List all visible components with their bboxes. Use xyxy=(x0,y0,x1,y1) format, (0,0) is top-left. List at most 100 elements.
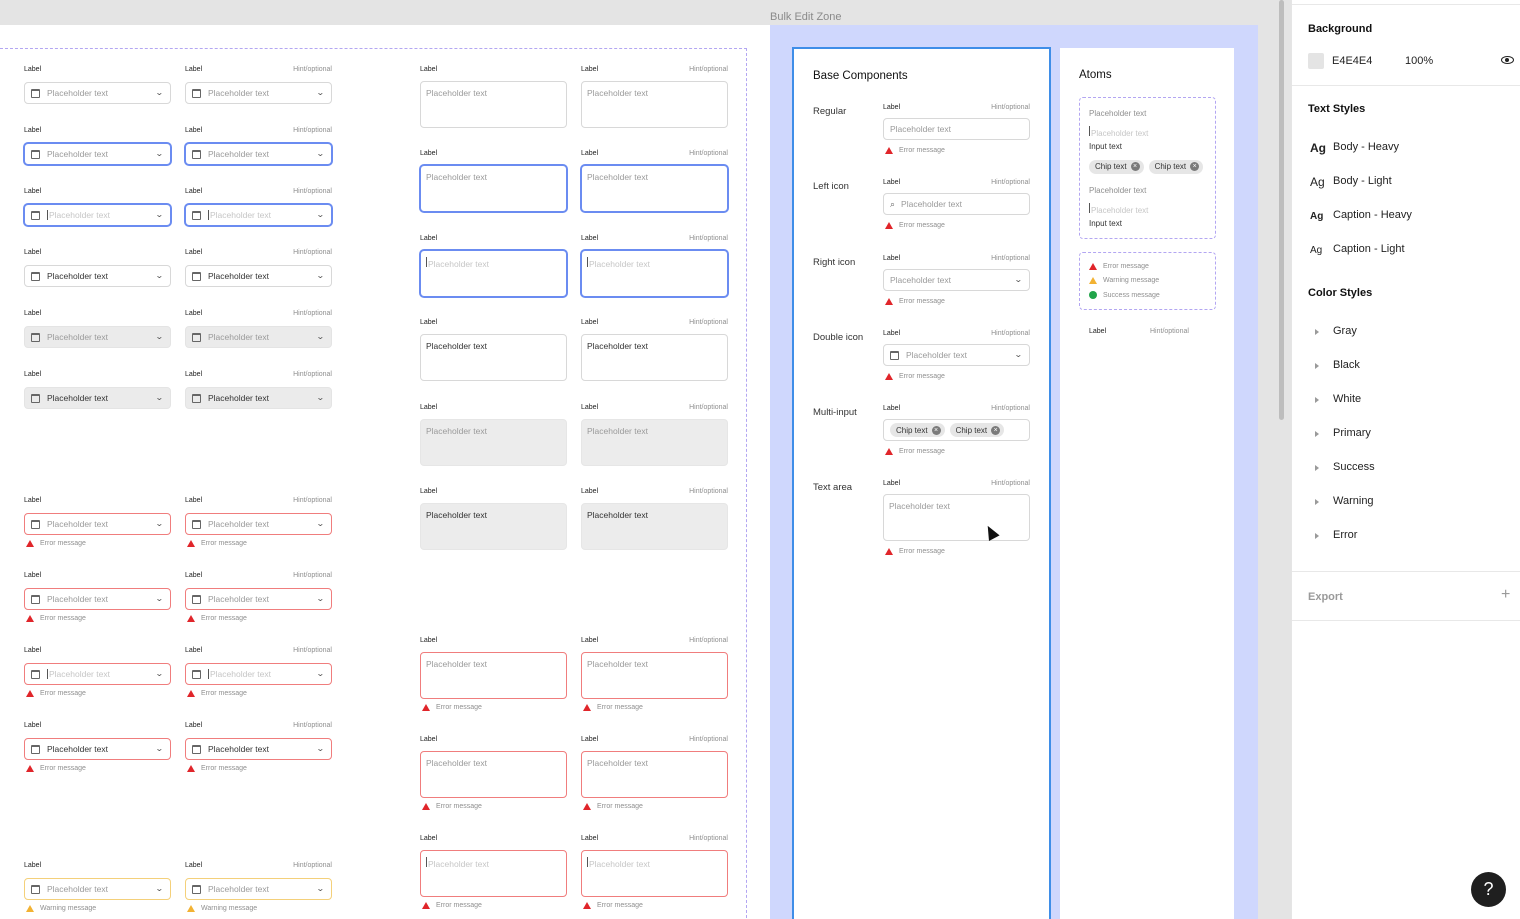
text-area[interactable]: Placeholder text xyxy=(581,250,728,297)
date-dropdown[interactable]: Placeholder text ⌄ xyxy=(24,663,171,685)
text-area[interactable]: Placeholder text xyxy=(420,250,567,297)
text-area[interactable]: Placeholder text xyxy=(581,165,728,212)
text-area[interactable]: Placeholder text xyxy=(420,165,567,212)
text-style-item[interactable]: Caption - Heavy xyxy=(1333,209,1412,221)
design-canvas[interactable]: Bulk Edit Zone Label Placeholder text ⌄ Lab… xyxy=(0,0,1290,919)
date-dropdown[interactable]: Placeholder text ⌄ xyxy=(24,513,171,535)
placeholder-text: Placeholder text xyxy=(208,594,269,604)
color-style-item[interactable]: White xyxy=(1333,393,1362,405)
text-style-item[interactable]: Body - Light xyxy=(1333,175,1392,187)
date-dropdown[interactable]: Placeholder text ⌄ xyxy=(185,878,332,900)
field-label: Label xyxy=(185,188,203,195)
date-dropdown[interactable]: Placeholder text ⌄ xyxy=(24,82,171,104)
field-label: Label xyxy=(24,371,42,378)
color-style-item[interactable]: Primary xyxy=(1333,427,1371,439)
background-opacity[interactable]: 100% xyxy=(1405,55,1434,67)
error-message: Error message xyxy=(26,540,86,547)
date-dropdown[interactable]: Placeholder text ⌄ xyxy=(24,387,171,409)
right-icon-input[interactable]: Placeholder text ⌄ xyxy=(883,269,1030,291)
caret-right-icon[interactable] xyxy=(1315,465,1319,471)
text-area[interactable]: Placeholder text xyxy=(420,850,567,897)
text-area[interactable]: Placeholder text xyxy=(420,503,567,550)
text-area[interactable]: Placeholder text xyxy=(581,652,728,699)
chip[interactable]: Chip text × xyxy=(1148,159,1204,174)
message-text: Warning message xyxy=(201,905,258,912)
chip[interactable]: Chip text × xyxy=(890,423,945,437)
text-area[interactable]: Placeholder text xyxy=(581,751,728,798)
text-area[interactable]: Placeholder text xyxy=(883,494,1030,541)
caret-right-icon[interactable] xyxy=(1315,431,1319,437)
date-dropdown[interactable]: Placeholder text ⌄ xyxy=(185,204,332,226)
atom-placeholder-caret: Placeholder text xyxy=(1089,126,1148,138)
caret-right-icon[interactable] xyxy=(1315,533,1319,539)
chip-remove-icon[interactable]: × xyxy=(1130,162,1140,171)
date-dropdown[interactable]: Placeholder text ⌄ xyxy=(24,204,171,226)
multi-input[interactable]: Chip text × Chip text × xyxy=(883,419,1030,441)
date-dropdown[interactable]: Placeholder text ⌄ xyxy=(185,387,332,409)
date-dropdown[interactable]: Placeholder text ⌄ xyxy=(24,143,171,165)
caret-right-icon[interactable] xyxy=(1315,397,1319,403)
chip[interactable]: Chip text × xyxy=(949,423,1005,437)
placeholder-text: Placeholder text xyxy=(426,172,487,182)
background-hex[interactable]: E4E4E4 xyxy=(1332,55,1373,67)
text-area[interactable]: Placeholder text xyxy=(581,850,728,897)
text-area[interactable]: Placeholder text xyxy=(581,503,728,550)
text-style-item[interactable]: Body - Heavy xyxy=(1333,141,1400,153)
double-icon-input[interactable]: Placeholder text ⌄ xyxy=(883,344,1030,366)
error-message: Error message xyxy=(583,902,643,909)
text-style-item[interactable]: Caption - Light xyxy=(1333,243,1405,255)
field-label: Label xyxy=(24,572,42,579)
color-style-item[interactable]: Error xyxy=(1333,529,1358,541)
field-label: Label xyxy=(581,404,599,411)
calendar-icon xyxy=(192,332,201,342)
base-components-card[interactable]: Base Components Regular Label Hint/optiona… xyxy=(792,47,1051,919)
date-dropdown[interactable]: Placeholder text ⌄ xyxy=(24,265,171,287)
color-style-item[interactable]: Black xyxy=(1333,359,1360,371)
chip[interactable]: Chip text × xyxy=(1089,159,1144,174)
text-area[interactable]: Placeholder text xyxy=(581,419,728,466)
atom-label: Label xyxy=(1089,328,1107,335)
text-area[interactable]: Placeholder text xyxy=(420,334,567,381)
date-dropdown[interactable]: Placeholder text ⌄ xyxy=(185,265,332,287)
placeholder-text: Placeholder text xyxy=(587,341,648,351)
divider xyxy=(1292,571,1520,572)
date-dropdown[interactable]: Placeholder text ⌄ xyxy=(185,738,332,760)
export-add-icon[interactable]: + xyxy=(1501,586,1511,603)
date-dropdown[interactable]: Placeholder text ⌄ xyxy=(24,738,171,760)
chip-remove-icon[interactable]: × xyxy=(1190,162,1200,171)
color-style-item[interactable]: Warning xyxy=(1333,495,1374,507)
caret-right-icon[interactable] xyxy=(1315,363,1319,369)
color-style-item[interactable]: Gray xyxy=(1333,325,1357,337)
placeholder-text: Placeholder text xyxy=(589,859,650,869)
text-area[interactable]: Placeholder text xyxy=(581,81,728,128)
text-area[interactable]: Placeholder text xyxy=(420,419,567,466)
date-dropdown[interactable]: Placeholder text ⌄ xyxy=(185,513,332,535)
eye-icon[interactable] xyxy=(1501,56,1514,64)
text-area[interactable]: Placeholder text xyxy=(420,81,567,128)
text-area[interactable]: Placeholder text xyxy=(581,334,728,381)
text-area[interactable]: Placeholder text xyxy=(420,652,567,699)
canvas-scrollbar[interactable] xyxy=(1279,0,1284,420)
date-dropdown[interactable]: Placeholder text ⌄ xyxy=(24,878,171,900)
date-dropdown[interactable]: Placeholder text ⌄ xyxy=(24,326,171,348)
left-icon-input[interactable]: ⌕ Placeholder text xyxy=(883,193,1030,215)
field-hint: Hint/optional xyxy=(689,150,728,157)
color-style-item[interactable]: Success xyxy=(1333,461,1375,473)
date-dropdown[interactable]: Placeholder text ⌄ xyxy=(185,326,332,348)
date-dropdown[interactable]: Placeholder text ⌄ xyxy=(185,143,332,165)
component-row-name: Multi-input xyxy=(813,407,857,418)
date-dropdown[interactable]: Placeholder text ⌄ xyxy=(185,82,332,104)
atoms-card[interactable]: Atoms Placeholder text Placeholder text … xyxy=(1060,48,1234,919)
chip-remove-icon[interactable]: × xyxy=(991,425,1001,435)
help-button[interactable]: ? xyxy=(1471,872,1506,907)
caret-right-icon[interactable] xyxy=(1315,499,1319,505)
regular-input[interactable]: Placeholder text xyxy=(883,118,1030,140)
background-swatch[interactable] xyxy=(1308,53,1324,69)
field-label: Label xyxy=(420,319,438,326)
date-dropdown[interactable]: Placeholder text ⌄ xyxy=(24,588,171,610)
chip-remove-icon[interactable]: × xyxy=(931,425,941,435)
date-dropdown[interactable]: Placeholder text ⌄ xyxy=(185,588,332,610)
date-dropdown[interactable]: Placeholder text ⌄ xyxy=(185,663,332,685)
text-area[interactable]: Placeholder text xyxy=(420,751,567,798)
caret-right-icon[interactable] xyxy=(1315,329,1319,335)
